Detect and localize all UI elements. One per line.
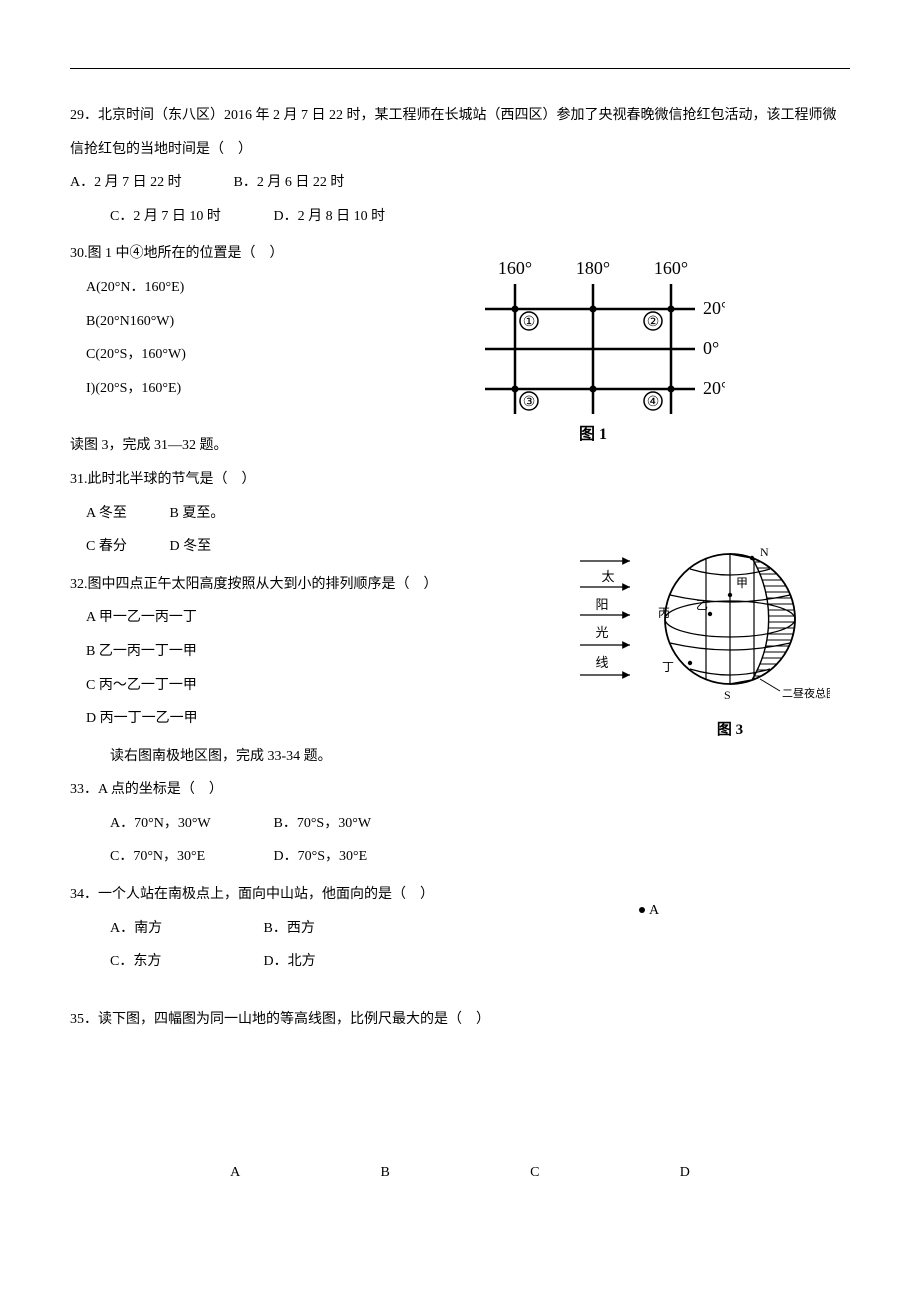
q34-text: 34．一个人站在南极点上，面向中山站，他面向的是（ ） xyxy=(70,878,850,912)
q33-choice-a: A．70°N，30°W xyxy=(110,807,270,841)
fig1-marker-3: ③ xyxy=(523,395,536,410)
fig3-terminator: 二昼夜总图 xyxy=(782,686,830,700)
q30-text: 30.图 1 中④地所在的位置是（ ） xyxy=(70,237,850,271)
fig3-n: N xyxy=(760,545,769,559)
fig3-jia: 甲 xyxy=(736,576,748,590)
figure-3: 太 阳 光 线 甲 xyxy=(580,539,830,753)
q29-choice-d: D．2 月 8 日 10 时 xyxy=(274,209,386,224)
fig1-marker-1: ① xyxy=(523,315,536,330)
q34-choice-a: A．南方 xyxy=(110,912,260,946)
figure-1: 160° 180° 160° 20° 0° 20° ① ② ③ ④ 图 1 xyxy=(485,254,715,458)
q31-choice-c: C 春分 xyxy=(86,530,166,564)
q29-text: 29．北京时间（东八区）2016 年 2 月 7 日 22 时，某工程师在长城站… xyxy=(70,99,850,166)
q35-text: 35．读下图，四幅图为同一山地的等高线图，比例尺最大的是（ ） xyxy=(70,1003,850,1037)
q33-row1: A．70°N，30°W B．70°S，30°W xyxy=(70,807,850,841)
question-30: 30.图 1 中④地所在的位置是（ ） A(20°N．160°E) B(20°N… xyxy=(70,237,850,405)
q33-text: 33．A 点的坐标是（ ） xyxy=(70,773,850,807)
q30-choice-c: C(20°S，160°W) xyxy=(70,338,850,372)
q31-choice-b: B 夏至。 xyxy=(170,506,225,521)
fig1-lon-0: 160° xyxy=(498,258,532,278)
section-3-intro: 读图 3，完成 31—32 题。 xyxy=(70,429,850,463)
q30-choice-a: A(20°N．160°E) xyxy=(70,271,850,305)
question-29: 29．北京时间（东八区）2016 年 2 月 7 日 22 时，某工程师在长城站… xyxy=(70,99,850,233)
question-35: 35．读下图，四幅图为同一山地的等高线图，比例尺最大的是（ ） xyxy=(70,1003,850,1037)
q34-choice-d: D．北方 xyxy=(264,954,316,969)
q35-letter-b: B xyxy=(381,1156,390,1190)
fig3-sun-2: 光 xyxy=(595,625,608,640)
figure-point-a: A xyxy=(635,899,665,933)
q33-choice-b: B．70°S，30°W xyxy=(274,816,372,831)
q34-choice-b: B．西方 xyxy=(264,921,315,936)
q31-choice-a: A 冬至 xyxy=(86,497,166,531)
question-33: 33．A 点的坐标是（ ） A．70°N，30°W B．70°S，30°W C．… xyxy=(70,773,850,874)
q29-choice-b: B．2 月 6 日 22 时 xyxy=(234,175,345,190)
fig1-lat-0: 20° xyxy=(703,298,725,318)
q33-choice-c: C．70°N，30°E xyxy=(110,840,270,874)
page-content: 160° 180° 160° 20° 0° 20° ① ② ③ ④ 图 1 xyxy=(70,99,850,1190)
q34-choice-c: C．东方 xyxy=(110,945,260,979)
q29-choices-row2: C．2 月 7 日 10 时 D．2 月 8 日 10 时 xyxy=(70,200,850,234)
q31-text: 31.此时北半球的节气是（ ） xyxy=(70,463,850,497)
q35-bottom-letters: A B C D xyxy=(70,1156,850,1190)
fig3-sun-0: 太 xyxy=(601,569,614,584)
fig3-caption: 图 3 xyxy=(717,721,743,738)
q30-choice-b: B(20°N160°W) xyxy=(70,305,850,339)
q31-choice-d: D 冬至 xyxy=(170,539,212,554)
q30-choice-d: I)(20°S，160°E) xyxy=(70,372,850,406)
q34-row1: A．南方 B．西方 xyxy=(70,912,850,946)
fig3-s: S xyxy=(724,688,731,702)
fig1-marker-2: ② xyxy=(647,315,660,330)
fig3-bing: 丙 xyxy=(658,606,670,620)
q33-row2: C．70°N，30°E D．70°S，30°E xyxy=(70,840,850,874)
fig1-lat-1: 0° xyxy=(703,338,719,358)
fig1-marker-4: ④ xyxy=(647,395,660,410)
q29-choices-row1: A．2 月 7 日 22 时 B．2 月 6 日 22 时 xyxy=(70,166,850,200)
fig1-caption: 图 1 xyxy=(579,425,607,443)
point-a-label: A xyxy=(649,903,660,918)
q33-choice-d: D．70°S，30°E xyxy=(274,849,368,864)
fig1-lat-2: 20° xyxy=(703,378,725,398)
fig1-lon-2: 160° xyxy=(654,258,688,278)
q35-letter-a: A xyxy=(230,1156,240,1190)
q34-row2: C．东方 D．北方 xyxy=(70,945,850,979)
fig3-sun-1: 阳 xyxy=(595,597,608,612)
q31-row1: A 冬至 B 夏至。 xyxy=(70,497,850,531)
q35-letter-d: D xyxy=(680,1156,690,1190)
fig3-sun-3: 线 xyxy=(595,655,608,670)
q29-choice-c: C．2 月 7 日 10 时 xyxy=(110,200,270,234)
page-top-rule xyxy=(70,68,850,69)
q29-choice-a: A．2 月 7 日 22 时 xyxy=(70,166,230,200)
question-34: 34．一个人站在南极点上，面向中山站，他面向的是（ ） A．南方 B．西方 C．… xyxy=(70,878,850,979)
q35-letter-c: C xyxy=(530,1156,539,1190)
fig1-lon-1: 180° xyxy=(576,258,610,278)
fig3-yi: 乙 xyxy=(696,598,708,612)
fig3-ding: 丁 xyxy=(662,660,674,674)
